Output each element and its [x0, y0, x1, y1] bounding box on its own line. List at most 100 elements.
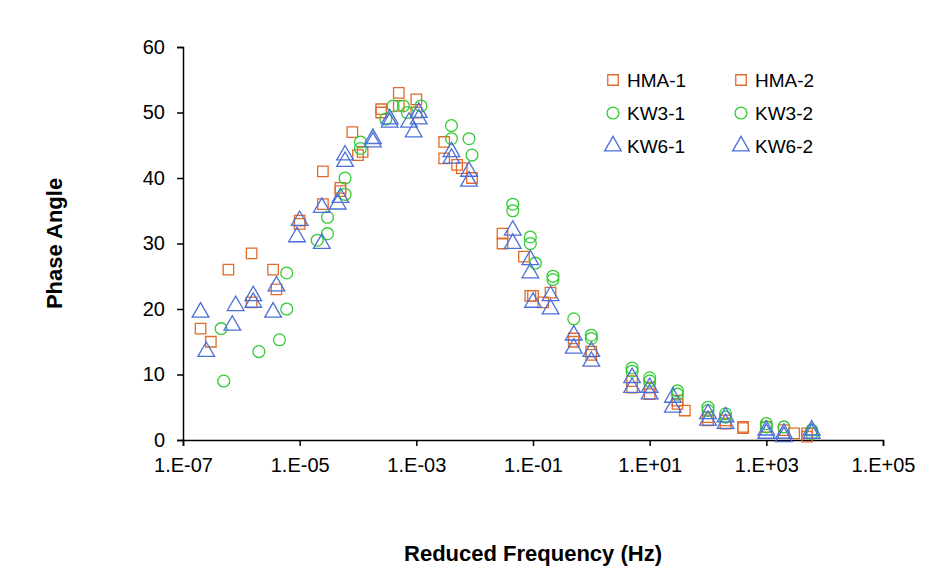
data-point — [206, 337, 216, 347]
data-point — [524, 238, 536, 250]
data-point — [410, 109, 427, 123]
series-1 — [206, 101, 813, 439]
legend-marker — [733, 136, 750, 150]
y-tick-label: 50 — [143, 101, 165, 123]
data-point — [192, 303, 209, 317]
data-point — [542, 299, 559, 313]
data-point — [641, 385, 658, 399]
data-point — [568, 313, 580, 325]
y-tick-mark — [177, 178, 183, 180]
series-2 — [215, 100, 817, 436]
x-tick: 1.E-01 — [504, 440, 563, 476]
legend-label: HMA-2 — [755, 70, 814, 91]
data-point — [665, 388, 682, 402]
x-tick: 1.E-05 — [271, 440, 330, 476]
legend-marker — [736, 75, 746, 85]
x-tick: 1.E+01 — [618, 440, 682, 476]
data-point — [497, 238, 507, 248]
data-point — [246, 248, 256, 258]
data-point — [405, 123, 422, 137]
data-point — [504, 234, 521, 248]
data-point — [245, 293, 262, 307]
legend-item: KW3-2 — [735, 103, 813, 124]
data-point — [291, 211, 308, 225]
x-tick-mark — [299, 440, 301, 446]
data-point — [265, 303, 282, 317]
data-point — [525, 293, 542, 307]
legend-label: HMA-1 — [627, 70, 686, 91]
legend-marker — [605, 136, 622, 150]
data-point — [339, 188, 351, 200]
y-tick-label: 0 — [154, 429, 165, 451]
y-tick: 60 — [143, 36, 183, 58]
y-tick: 50 — [143, 101, 183, 123]
data-point — [758, 424, 775, 438]
y-axis: 0102030405060 — [143, 36, 184, 451]
x-tick-label: 1.E+03 — [735, 454, 799, 476]
data-point — [337, 152, 354, 166]
y-tick: 30 — [143, 232, 183, 254]
y-tick: 40 — [143, 167, 183, 189]
data-point — [394, 88, 404, 98]
legend-marker — [735, 107, 747, 119]
data-point — [583, 342, 600, 356]
legend-item: HMA-2 — [736, 70, 814, 91]
data-point — [353, 150, 363, 160]
legend-item: KW6-2 — [733, 136, 813, 157]
data-point — [565, 339, 582, 353]
data-point — [463, 133, 475, 145]
data-point — [329, 195, 346, 209]
y-tick-label: 30 — [143, 232, 165, 254]
x-tick-mark — [649, 440, 651, 446]
x-tick-mark — [416, 440, 418, 446]
y-tick: 20 — [143, 298, 183, 320]
data-point — [195, 323, 205, 333]
series-0 — [195, 88, 812, 442]
x-tick-label: 1.E-03 — [387, 454, 446, 476]
data-point — [461, 162, 478, 176]
x-tick-label: 1.E-07 — [154, 454, 213, 476]
data-point — [466, 149, 478, 161]
data-point — [365, 132, 382, 146]
data-point — [314, 234, 331, 248]
y-tick-mark — [177, 112, 183, 114]
x-tick-label: 1.E-01 — [504, 454, 563, 476]
x-axis: 1.E-07 1.E-05 1.E-03 1.E-01 1.E+01 1.E+03 1.E+… — [154, 440, 915, 476]
y-tick: 0 — [154, 429, 183, 451]
data-point — [624, 368, 641, 382]
data-point — [289, 227, 306, 241]
y-axis-line — [177, 48, 184, 441]
data-point — [439, 137, 449, 147]
legend-marker — [608, 75, 618, 85]
data-point — [218, 375, 230, 387]
data-point — [339, 172, 351, 184]
x-tick-label: 1.E+01 — [618, 454, 682, 476]
x-tick: 1.E+05 — [852, 440, 916, 476]
data-point — [314, 198, 331, 212]
chart: 1.E-07 1.E-05 1.E-03 1.E-01 1.E+01 1.E+03 1.E+… — [0, 0, 942, 583]
data-point — [803, 424, 820, 438]
x-tick: 1.E-03 — [387, 440, 446, 476]
data-point — [446, 120, 458, 132]
x-tick-mark — [533, 440, 535, 446]
data-point — [738, 423, 748, 433]
data-point — [522, 263, 539, 277]
legend: HMA-1HMA-2KW3-1KW3-2KW6-1KW6-2 — [605, 70, 814, 157]
y-tick-label: 20 — [143, 298, 165, 320]
data-point — [253, 346, 265, 358]
data-point — [322, 211, 334, 223]
legend-item: KW3-1 — [607, 103, 685, 124]
data-point — [223, 264, 233, 274]
data-point — [547, 274, 559, 286]
plot: 1.E-07 1.E-05 1.E-03 1.E-01 1.E+01 1.E+03 1.E+… — [143, 36, 916, 476]
data-point — [525, 291, 535, 301]
x-tick-mark — [883, 440, 885, 446]
y-tick-mark — [177, 374, 183, 376]
data-point — [347, 127, 357, 137]
legend-label: KW3-1 — [627, 103, 685, 124]
data-point — [583, 352, 600, 366]
y-tick-label: 40 — [143, 167, 165, 189]
series-5 — [198, 109, 820, 441]
series-3 — [218, 107, 818, 440]
data-point — [271, 284, 281, 294]
